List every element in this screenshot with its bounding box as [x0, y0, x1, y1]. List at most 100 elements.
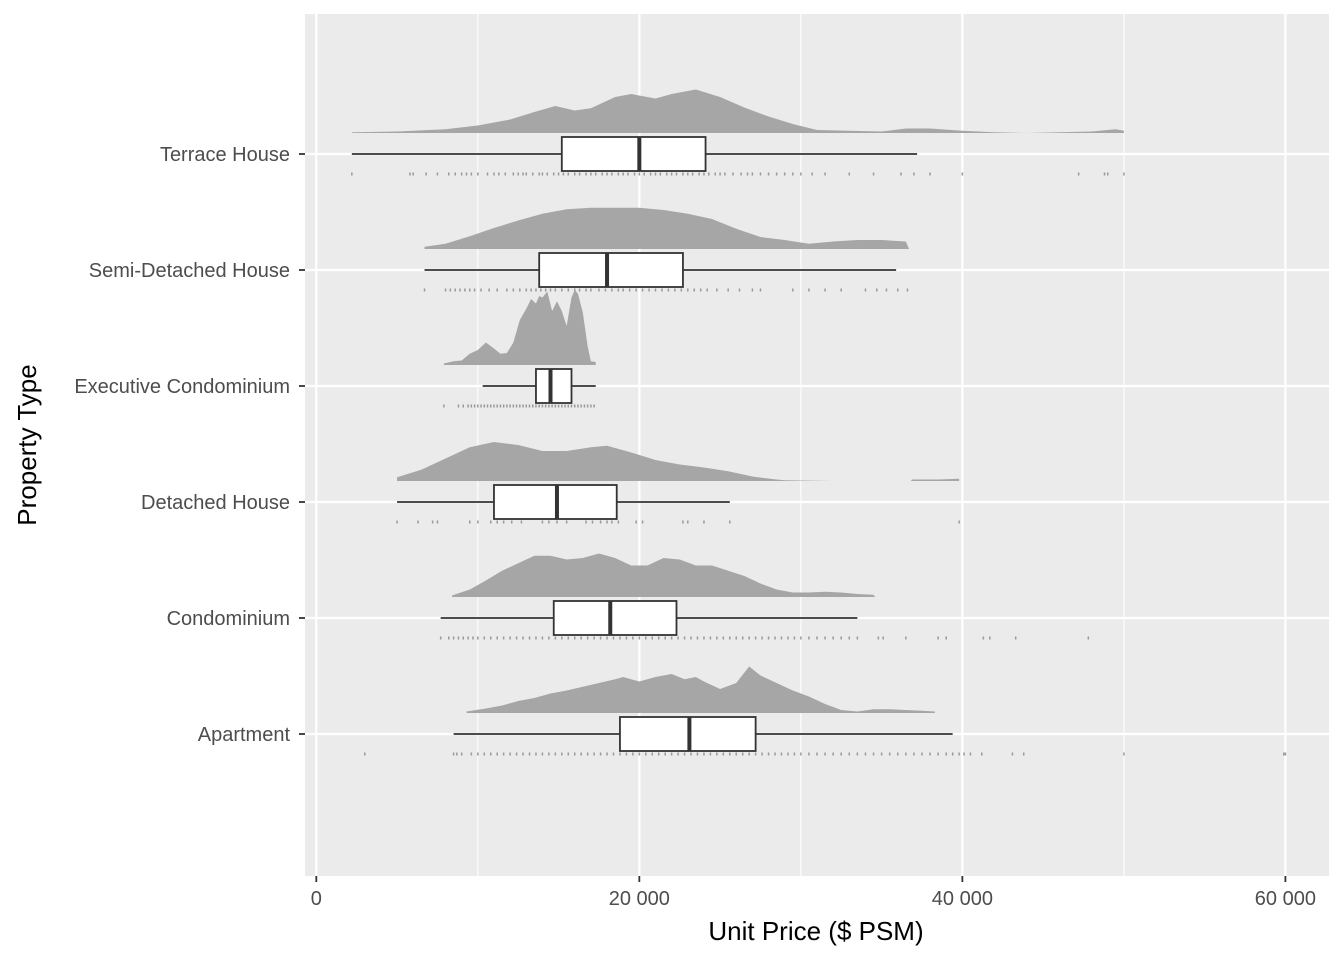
data-point	[535, 288, 537, 292]
data-point	[535, 752, 537, 756]
data-point	[611, 288, 613, 292]
data-point	[727, 288, 729, 292]
data-point	[1014, 636, 1017, 640]
data-point	[599, 520, 602, 524]
data-point	[648, 288, 650, 292]
data-point	[643, 172, 645, 176]
data-point	[746, 172, 749, 176]
data-point	[945, 752, 947, 756]
data-point	[567, 288, 570, 292]
data-point	[573, 636, 576, 640]
data-point	[1283, 752, 1285, 756]
data-point	[578, 172, 581, 176]
data-point	[897, 752, 899, 756]
data-point	[535, 636, 537, 640]
data-point	[496, 404, 498, 408]
data-point	[840, 636, 842, 640]
data-point	[864, 752, 867, 756]
data-point	[444, 288, 447, 292]
density-area	[451, 553, 876, 597]
data-point	[674, 288, 676, 292]
data-point	[604, 288, 607, 292]
data-point	[716, 752, 718, 756]
data-point	[423, 288, 426, 292]
data-point	[793, 752, 796, 756]
data-point	[506, 404, 508, 408]
data-point	[464, 288, 466, 292]
data-point	[460, 172, 463, 176]
data-point	[945, 636, 947, 640]
data-point	[436, 172, 439, 176]
data-point	[677, 752, 679, 756]
data-point	[496, 288, 498, 292]
data-point	[703, 172, 705, 176]
data-point	[729, 752, 731, 756]
data-point	[561, 404, 563, 408]
data-point	[690, 636, 692, 640]
data-point	[787, 636, 789, 640]
box	[560, 136, 707, 172]
data-point	[703, 636, 705, 640]
data-point	[541, 636, 544, 640]
data-point	[641, 288, 644, 292]
data-point	[460, 752, 463, 756]
data-point	[645, 636, 647, 640]
data-point	[541, 520, 544, 524]
data-point	[586, 752, 589, 756]
y-tick-label: Semi-Detached House	[89, 260, 290, 282]
data-point	[564, 404, 566, 408]
data-point	[470, 172, 473, 176]
data-point	[531, 404, 534, 408]
data-point	[622, 172, 624, 176]
density-area	[466, 666, 935, 713]
data-point	[722, 752, 725, 756]
data-point	[627, 172, 629, 176]
data-point	[486, 404, 489, 408]
data-point	[617, 172, 620, 176]
data-point	[515, 752, 518, 756]
data-point	[1077, 172, 1080, 176]
data-point	[606, 636, 608, 640]
data-point	[625, 636, 628, 640]
data-point	[751, 172, 754, 176]
data-point	[477, 752, 479, 756]
y-tick-label: Condominium	[167, 608, 290, 630]
data-point	[488, 288, 490, 292]
data-point	[808, 288, 810, 292]
data-point	[690, 752, 692, 756]
data-point	[641, 520, 644, 524]
data-point	[677, 636, 679, 640]
data-point	[832, 636, 834, 640]
data-point	[520, 520, 523, 524]
data-point	[562, 172, 565, 176]
data-point	[439, 636, 442, 640]
data-point	[396, 520, 398, 524]
data-point	[459, 288, 461, 292]
y-axis-title: Property Type	[12, 364, 42, 525]
data-point	[606, 752, 608, 756]
data-point	[567, 636, 570, 640]
data-point	[729, 520, 731, 524]
data-point	[567, 404, 570, 408]
data-point	[716, 288, 718, 292]
data-point	[1123, 172, 1125, 176]
data-point	[522, 752, 524, 756]
series-layer	[351, 89, 1287, 756]
data-point	[502, 752, 505, 756]
data-point	[877, 636, 880, 640]
data-point	[800, 172, 802, 176]
data-point	[477, 520, 479, 524]
data-point	[567, 752, 570, 756]
data-point	[496, 752, 498, 756]
data-point	[625, 752, 628, 756]
data-point	[792, 172, 794, 176]
data-point	[651, 636, 654, 640]
data-point	[693, 288, 695, 292]
data-point	[714, 172, 716, 176]
data-point	[583, 404, 586, 408]
data-point	[541, 404, 544, 408]
data-point	[611, 172, 613, 176]
data-point	[687, 288, 689, 292]
data-point	[654, 172, 657, 176]
